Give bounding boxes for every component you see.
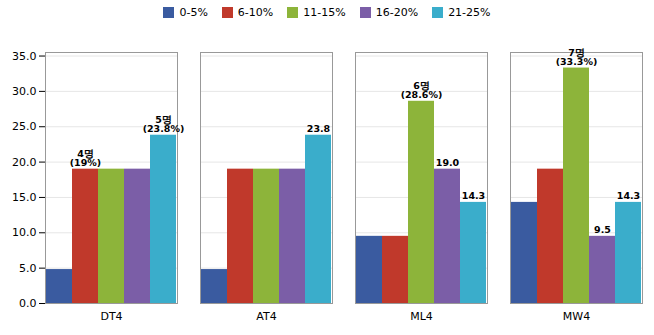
svg-text:19.0: 19.0 — [436, 157, 460, 168]
svg-text:ML4: ML4 — [410, 310, 433, 323]
svg-text:35.0: 35.0 — [12, 50, 37, 63]
html-text:16-20%: 16-20% — [375, 5, 419, 19]
svg-text:5명(23.8%): 5명(23.8%) — [143, 114, 185, 134]
svg-text:0.0: 0.0 — [19, 297, 37, 310]
svg-text:30.0: 30.0 — [12, 85, 37, 98]
svg-text:14.3: 14.3 — [617, 190, 640, 201]
html-text:0-5%: 0-5% — [179, 5, 208, 19]
html-text:6-10%: 6-10% — [237, 5, 274, 19]
svg-text:AT4: AT4 — [256, 310, 276, 323]
svg-text:4명(19%): 4명(19%) — [70, 148, 101, 169]
svg-text:25.0: 25.0 — [12, 120, 37, 133]
svg-text:MW4: MW4 — [563, 310, 590, 323]
svg-text:15.0: 15.0 — [12, 191, 37, 204]
svg-text:23.8: 23.8 — [307, 123, 331, 134]
svg-text:6명(28.6%): 6명(28.6%) — [401, 80, 443, 101]
html-text:21-25%: 21-25% — [448, 5, 491, 19]
svg-text:5.0: 5.0 — [19, 262, 37, 275]
html-text:11-15%: 11-15% — [303, 5, 346, 19]
svg-text:7명(33.3%): 7명(33.3%) — [556, 47, 598, 68]
svg-text:10.0: 10.0 — [12, 226, 37, 239]
svg-text:14.3: 14.3 — [462, 190, 485, 201]
svg-text:20.0: 20.0 — [12, 156, 37, 169]
svg-text:9.5: 9.5 — [594, 224, 611, 235]
svg-text:DT4: DT4 — [100, 310, 122, 323]
